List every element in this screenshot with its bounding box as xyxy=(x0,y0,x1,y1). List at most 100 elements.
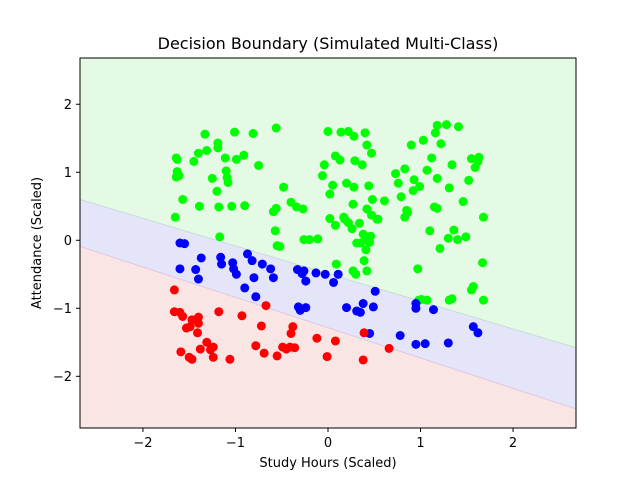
data-point xyxy=(178,311,188,321)
data-point xyxy=(478,295,488,305)
data-point xyxy=(391,169,401,179)
data-point xyxy=(395,331,405,340)
data-point xyxy=(215,232,225,242)
y-tick-label: 0 xyxy=(64,234,72,249)
data-point xyxy=(478,212,488,222)
data-point xyxy=(214,307,224,317)
data-point xyxy=(225,354,235,364)
data-point xyxy=(435,243,445,253)
data-point xyxy=(403,207,413,217)
x-tick-label: 1 xyxy=(416,436,424,451)
y-axis-label: Attendance (Scaled) xyxy=(30,177,45,309)
data-point xyxy=(478,258,488,268)
data-point xyxy=(432,120,442,130)
data-point xyxy=(428,305,438,315)
y-tick-label: −1 xyxy=(53,302,72,317)
data-point xyxy=(361,245,371,255)
data-point xyxy=(355,307,365,317)
data-point xyxy=(266,264,276,274)
data-point xyxy=(317,171,327,181)
data-point xyxy=(240,201,250,211)
data-point xyxy=(176,347,186,357)
data-points xyxy=(169,120,488,365)
data-point xyxy=(408,186,418,196)
data-point xyxy=(191,265,201,275)
data-point xyxy=(187,354,197,364)
data-point xyxy=(330,220,340,230)
data-point xyxy=(357,160,367,170)
data-point xyxy=(430,128,440,138)
data-point xyxy=(207,173,217,183)
data-point xyxy=(362,140,372,150)
data-point xyxy=(257,259,267,269)
data-point xyxy=(301,303,311,313)
data-point xyxy=(364,181,374,191)
data-point xyxy=(278,342,288,352)
x-tick-label: 0 xyxy=(324,436,332,451)
data-point xyxy=(242,249,252,259)
data-point xyxy=(322,352,332,362)
data-point xyxy=(271,123,281,133)
data-point xyxy=(251,341,261,351)
data-point xyxy=(458,197,468,207)
data-point xyxy=(208,352,218,362)
data-point xyxy=(443,233,453,243)
data-point xyxy=(420,339,430,349)
data-point xyxy=(313,234,323,244)
data-point xyxy=(444,183,454,193)
data-point xyxy=(406,140,416,150)
data-point xyxy=(342,178,352,188)
data-point xyxy=(196,253,206,263)
y-tick-label: −2 xyxy=(53,370,72,385)
data-point xyxy=(185,322,195,332)
data-point xyxy=(349,131,359,141)
data-point xyxy=(297,269,307,279)
x-axis-label: Study Hours (Scaled) xyxy=(259,456,396,471)
data-point xyxy=(272,241,282,251)
data-point xyxy=(453,235,463,245)
x-tick-label: −1 xyxy=(226,436,245,451)
data-point xyxy=(425,226,435,236)
data-point xyxy=(325,214,335,224)
data-point xyxy=(249,273,259,283)
data-point xyxy=(358,355,368,365)
data-point xyxy=(251,292,261,302)
data-point xyxy=(216,252,226,262)
data-point xyxy=(208,342,218,352)
data-point xyxy=(268,207,278,217)
data-point xyxy=(298,204,308,214)
data-point xyxy=(214,202,224,212)
data-point xyxy=(193,148,203,158)
data-point xyxy=(240,283,250,293)
data-point xyxy=(220,153,230,163)
data-point xyxy=(409,175,419,185)
data-point xyxy=(355,238,365,248)
data-point xyxy=(301,276,311,286)
data-point xyxy=(256,321,266,331)
data-point xyxy=(453,122,463,132)
data-point xyxy=(202,337,212,347)
data-point xyxy=(427,153,437,163)
data-point xyxy=(248,128,258,138)
data-point xyxy=(342,303,352,313)
data-point xyxy=(320,269,330,279)
data-point xyxy=(237,311,247,321)
data-point xyxy=(366,148,376,158)
data-point xyxy=(411,303,421,313)
y-axis-ticks: −2 −1 0 1 2 xyxy=(53,98,80,385)
data-point xyxy=(328,180,338,190)
data-point xyxy=(447,160,457,170)
region-blue xyxy=(80,199,576,409)
data-point xyxy=(268,273,278,283)
data-point xyxy=(330,336,340,346)
data-point xyxy=(443,338,453,348)
data-point xyxy=(222,173,232,183)
data-point xyxy=(473,328,483,338)
data-point xyxy=(290,343,300,353)
data-point xyxy=(193,328,203,338)
data-point xyxy=(272,351,282,361)
data-point xyxy=(359,328,369,338)
data-point xyxy=(325,189,335,199)
data-point xyxy=(432,173,442,183)
data-point xyxy=(368,302,378,312)
